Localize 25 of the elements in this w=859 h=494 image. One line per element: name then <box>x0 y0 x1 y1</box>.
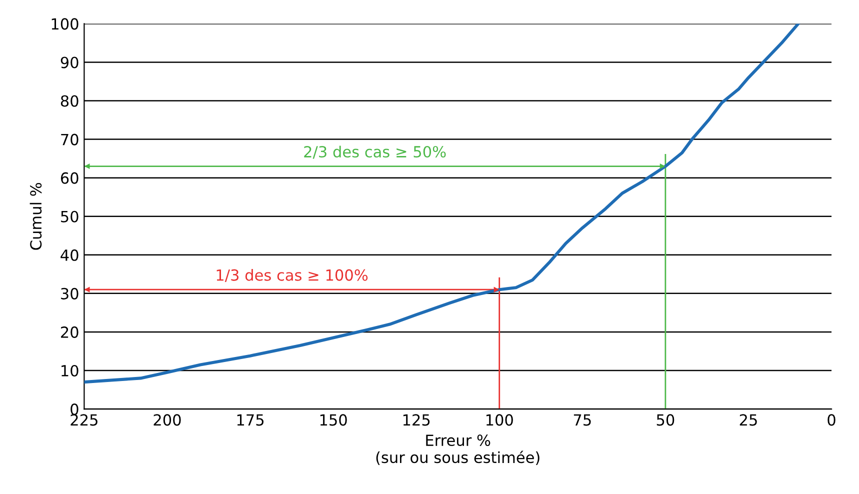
x-tick-label: 25 <box>740 414 757 426</box>
x-axis-title: Erreur % (sur ou sous estimée) <box>376 434 540 465</box>
y-tick-label: 70 <box>61 134 78 146</box>
x-tick-label: 50 <box>656 414 674 426</box>
x-tick-label: 150 <box>320 414 347 426</box>
x-tick-label: 225 <box>70 414 98 426</box>
annotation: 2/3 des cas ≥ 50% <box>304 146 446 159</box>
x-tick-label: 200 <box>154 414 181 426</box>
y-tick-label: 50 <box>61 210 78 222</box>
x-tick-label: 125 <box>403 414 430 426</box>
x-tick-label: 0 <box>828 414 836 426</box>
y-tick-label: 60 <box>60 172 78 184</box>
x-tick-label: 175 <box>237 414 264 426</box>
x-tick-label: 100 <box>486 414 513 426</box>
y-tick-label: 80 <box>60 95 78 107</box>
annotation: 1/3 des cas ≥ 100% <box>216 269 368 282</box>
y-tick-label: 0 <box>70 403 78 416</box>
y-tick-label: 100 <box>52 18 78 30</box>
y-tick-label: 10 <box>62 364 78 377</box>
y-tick-label: 90 <box>60 56 78 68</box>
x-tick-label: 75 <box>574 414 591 426</box>
y-tick-label: 20 <box>61 326 78 338</box>
y-tick-label: 40 <box>60 249 78 261</box>
y-tick-label: 30 <box>61 288 78 300</box>
y-axis-title: Cumul % <box>30 182 42 250</box>
